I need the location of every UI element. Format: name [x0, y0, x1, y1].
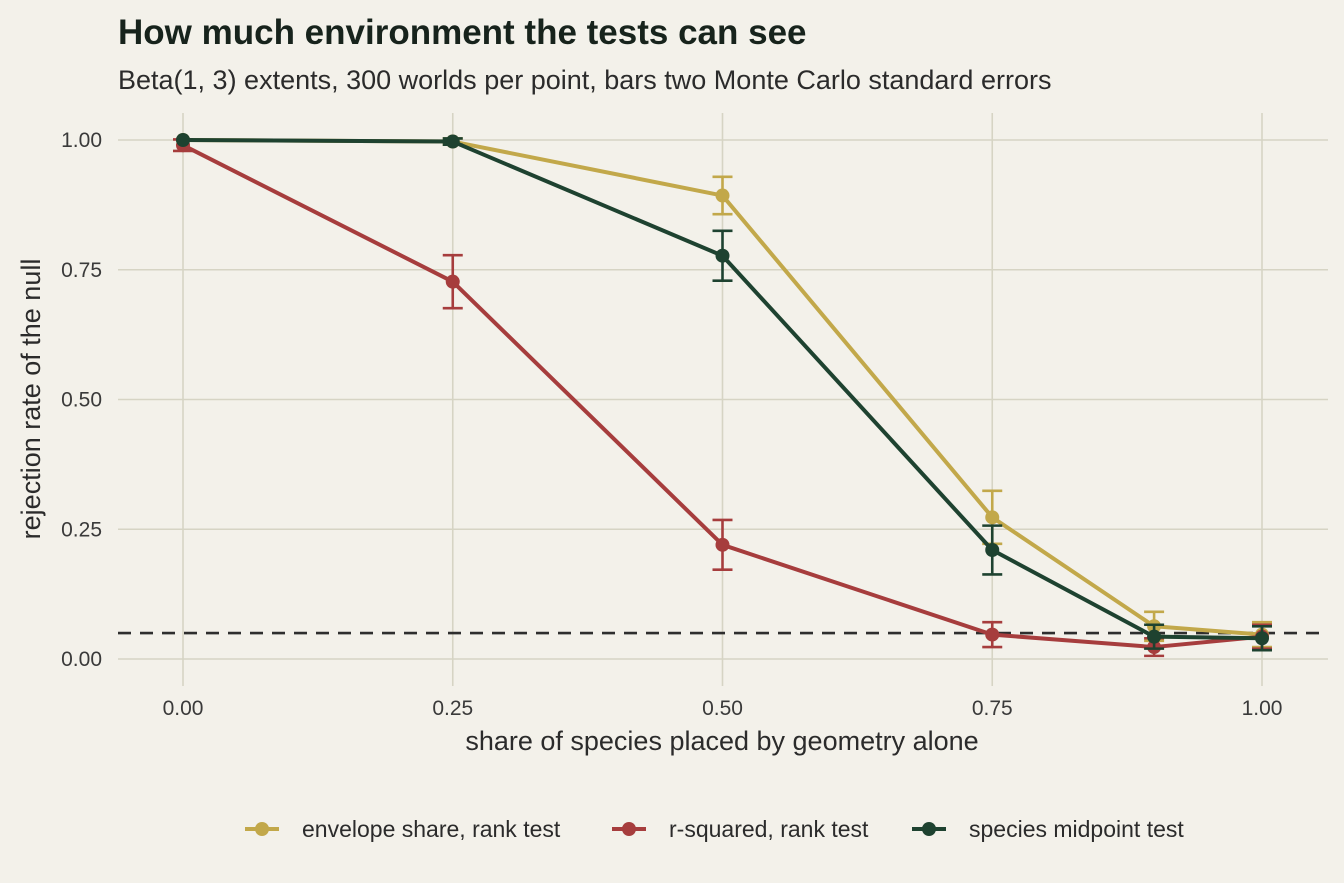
y-tick-label: 0.00 [61, 648, 102, 671]
series-2 [176, 133, 1272, 652]
series-line [182, 143, 1263, 650]
tick-labels: 0.00 0.25 0.50 0.75 1.00 0.00 0.25 0.50 0.75 1.00 [61, 129, 1282, 720]
x-tick-label: 0.75 [972, 697, 1013, 720]
data-point [715, 188, 730, 203]
legend-key-point [922, 822, 936, 836]
legend: envelope share, rank test r-squared, rank… [245, 816, 1184, 842]
x-tick-label: 1.00 [1242, 697, 1283, 720]
legend-label: r-squared, rank test [669, 816, 869, 842]
x-tick-label: 0.00 [163, 697, 204, 720]
legend-item-0: envelope share, rank test [245, 816, 561, 842]
x-axis-title: share of species placed by geometry alon… [465, 726, 978, 756]
series-line [182, 138, 1263, 641]
legend-key-point [255, 822, 269, 836]
legend-item-2: species midpoint test [912, 816, 1184, 842]
y-tick-label: 0.25 [61, 518, 102, 541]
chart-title: How much environment the tests can see [118, 13, 807, 52]
legend-key-point [622, 822, 636, 836]
legend-label: envelope share, rank test [302, 816, 561, 842]
data-point [1147, 629, 1162, 644]
data-point [715, 248, 730, 263]
y-tick-label: 0.75 [61, 259, 102, 282]
data-point [445, 274, 460, 289]
data-point [715, 537, 730, 552]
y-tick-label: 1.00 [61, 129, 102, 152]
y-axis-title: rejection rate of the null [16, 259, 46, 540]
legend-item-1: r-squared, rank test [612, 816, 869, 842]
x-tick-label: 0.50 [702, 697, 743, 720]
data-point [445, 134, 460, 149]
data-point [1255, 631, 1269, 646]
data-point [985, 510, 1000, 525]
series-layer [173, 133, 1272, 658]
data-point [985, 543, 1000, 558]
data-point [985, 627, 1000, 642]
data-point [176, 133, 190, 147]
legend-label: species midpoint test [969, 816, 1184, 842]
x-tick-label: 0.25 [432, 697, 473, 720]
y-tick-label: 0.50 [61, 389, 102, 412]
chart-subtitle: Beta(1, 3) extents, 300 worlds per point… [118, 65, 1051, 95]
